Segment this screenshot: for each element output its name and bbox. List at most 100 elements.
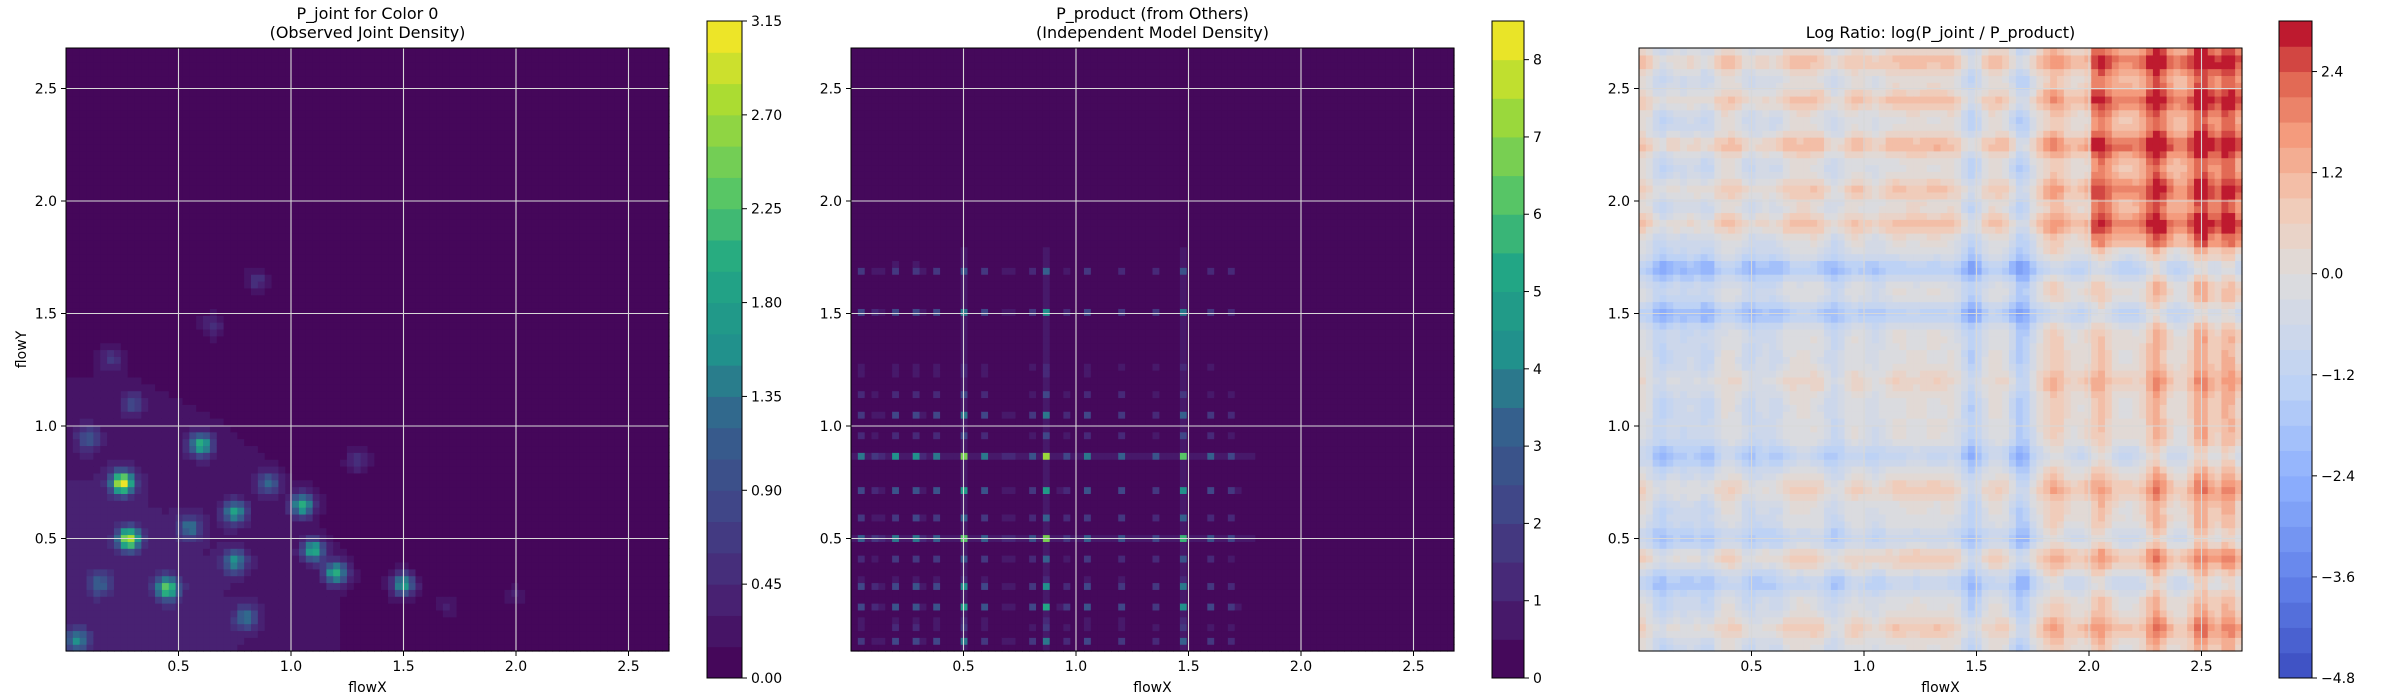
heatmap-cell xyxy=(354,480,361,487)
heatmap-cell xyxy=(114,103,121,110)
heatmap-cell xyxy=(313,336,320,343)
heatmap-cell xyxy=(361,343,368,350)
heatmap-cell xyxy=(135,288,142,295)
heatmap-cell xyxy=(347,254,354,261)
heatmap-cell xyxy=(326,350,333,357)
heatmap-cell xyxy=(258,432,265,439)
heatmap-cell xyxy=(415,302,422,309)
heatmap-cell xyxy=(299,343,306,350)
heatmap-cell xyxy=(443,350,450,357)
heatmap-cell xyxy=(265,637,272,644)
heatmap-cell xyxy=(189,466,196,473)
heatmap-cell xyxy=(87,185,94,192)
heatmap-cell xyxy=(320,391,327,398)
heatmap-cell xyxy=(415,521,422,528)
heatmap-cell xyxy=(415,541,422,548)
heatmap-cell xyxy=(450,541,457,548)
heatmap-cell xyxy=(237,514,244,521)
heatmap-cell xyxy=(121,644,128,651)
heatmap-cell xyxy=(66,158,73,165)
heatmap-cell xyxy=(354,514,361,521)
heatmap-cell xyxy=(313,164,320,171)
heatmap-cell xyxy=(128,480,135,487)
heatmap-cell xyxy=(155,528,162,535)
heatmap-cell xyxy=(326,110,333,117)
heatmap-cell xyxy=(354,123,361,130)
heatmap-cell xyxy=(114,548,121,555)
heatmap-cell xyxy=(436,370,443,377)
heatmap-cell xyxy=(182,288,189,295)
heatmap-cell xyxy=(93,130,100,137)
heatmap-cell xyxy=(333,466,340,473)
heatmap-cell xyxy=(224,624,231,631)
heatmap-cell xyxy=(354,247,361,254)
heatmap-cell xyxy=(415,377,422,384)
heatmap-cell xyxy=(354,466,361,473)
heatmap-cell xyxy=(162,240,169,247)
heatmap-cell xyxy=(230,350,237,357)
heatmap-cell xyxy=(278,288,285,295)
heatmap-cell xyxy=(244,514,251,521)
heatmap-cell xyxy=(313,274,320,281)
heatmap-cell xyxy=(128,185,135,192)
heatmap-cell xyxy=(381,62,388,69)
heatmap-cell xyxy=(114,302,121,309)
heatmap-cell xyxy=(87,418,94,425)
heatmap-cell xyxy=(313,295,320,302)
heatmap-cell xyxy=(87,75,94,82)
heatmap-cell xyxy=(436,212,443,219)
heatmap-cell xyxy=(162,507,169,514)
heatmap-cell xyxy=(224,514,231,521)
heatmap-cell xyxy=(93,164,100,171)
heatmap-cell xyxy=(66,397,73,404)
heatmap-cell xyxy=(182,75,189,82)
heatmap-cell xyxy=(278,637,285,644)
heatmap-cell xyxy=(100,130,107,137)
heatmap-cell xyxy=(354,404,361,411)
heatmap-cell xyxy=(409,466,416,473)
heatmap-cell xyxy=(381,260,388,267)
heatmap-cell xyxy=(237,295,244,302)
heatmap-cell xyxy=(203,281,210,288)
heatmap-cell xyxy=(114,192,121,199)
heatmap-cell xyxy=(313,117,320,124)
heatmap-cell xyxy=(93,69,100,76)
heatmap-cell xyxy=(320,363,327,370)
heatmap-cell xyxy=(203,541,210,548)
heatmap-cell xyxy=(306,199,313,206)
heatmap-cell xyxy=(251,240,258,247)
heatmap-cell xyxy=(388,630,395,637)
heatmap-cell xyxy=(128,69,135,76)
heatmap-cell xyxy=(210,103,217,110)
heatmap-cell xyxy=(388,582,395,589)
heatmap-cell xyxy=(141,459,148,466)
heatmap-cell xyxy=(374,569,381,576)
heatmap-cell xyxy=(203,192,210,199)
heatmap-cell xyxy=(443,644,450,651)
heatmap-cell xyxy=(141,288,148,295)
heatmap-cell xyxy=(121,55,128,62)
heatmap-cell xyxy=(224,377,231,384)
heatmap-cell xyxy=(313,185,320,192)
heatmap-cell xyxy=(148,206,155,213)
heatmap-cell xyxy=(203,75,210,82)
heatmap-cell xyxy=(429,397,436,404)
heatmap-cell xyxy=(155,130,162,137)
heatmap-cell xyxy=(333,644,340,651)
heatmap-cell xyxy=(361,117,368,124)
heatmap-cell xyxy=(299,576,306,583)
heatmap-cell xyxy=(374,240,381,247)
heatmap-cell xyxy=(320,89,327,96)
heatmap-cell xyxy=(272,151,279,158)
heatmap-cell xyxy=(237,411,244,418)
heatmap-cell xyxy=(361,302,368,309)
heatmap-cell xyxy=(100,219,107,226)
heatmap-cell xyxy=(278,281,285,288)
heatmap-cell xyxy=(422,644,429,651)
heatmap-cell xyxy=(374,302,381,309)
heatmap-cell xyxy=(224,75,231,82)
heatmap-cell xyxy=(326,404,333,411)
heatmap-cell xyxy=(333,596,340,603)
heatmap-cell xyxy=(73,274,80,281)
heatmap-cell xyxy=(135,418,142,425)
